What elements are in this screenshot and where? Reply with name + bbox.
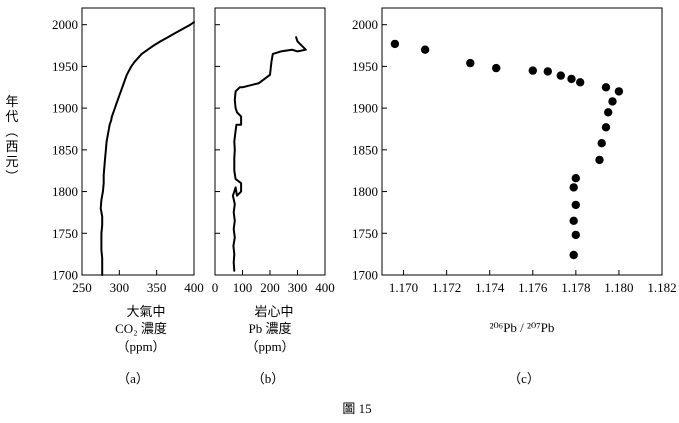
panel-c-point: [604, 108, 613, 117]
panel-c-xlabel: ²⁰⁶Pb / ²⁰⁷Pb: [490, 320, 555, 335]
panel-c-point: [567, 74, 576, 84]
panel-c-point: [569, 216, 578, 225]
panel-c-point: [569, 183, 578, 192]
panel-c-point: [556, 71, 565, 80]
panel-a-xtick-label: 250: [72, 280, 92, 295]
panel-c-point: [543, 67, 552, 76]
panel-b-xlabel-line-1: 岩心中: [254, 304, 293, 319]
panel-c-point: [608, 97, 617, 106]
panel-a-xtick-label: 300: [110, 280, 130, 295]
panel-a-ytick-label: 1700: [52, 268, 78, 283]
panel-b-xlabel-line-3: （ppm）: [245, 339, 294, 354]
panel-c-ytick-label: 1950: [352, 59, 378, 74]
panel-c-point: [571, 230, 580, 240]
panel-c-xtick-label: 1.172: [432, 280, 461, 295]
panel-c-ytick-label: 1700: [352, 268, 378, 283]
panel-c-point: [528, 66, 537, 75]
y-axis-label: 年代（ 西元）: [4, 94, 19, 183]
panel-b: 0 100 200 300 400: [212, 24, 335, 295]
figure-caption: 圖 15: [342, 401, 371, 416]
panel-c-ytick-label: 1800: [352, 184, 378, 199]
panel-a-ytick-label: 1950: [52, 59, 78, 74]
panel-c-point: [597, 139, 606, 148]
panel-b-xlabel-line-2: Pb 濃度: [249, 321, 292, 336]
panel-c-xtick-label: 1.182: [647, 280, 676, 295]
panel-b-label: （b）: [252, 371, 285, 386]
y-axis-label-char: ）: [4, 169, 19, 182]
panel-c-xtick-label: 1.180: [604, 280, 633, 295]
panel-c-ytick-label: 1900: [352, 101, 378, 116]
panel-c-point: [571, 200, 580, 210]
panel-a-ytick-label: 1800: [52, 184, 78, 199]
panel-b-series-line: [231, 36, 307, 272]
panel-a-xlabel-line-2: CO₂ 濃度: [115, 321, 167, 336]
panel-c-point: [466, 58, 475, 68]
y-axis-label-char: 西: [5, 139, 18, 154]
panel-a-series-line: [99, 21, 195, 276]
panel-a-ytick-label: 1750: [52, 226, 78, 241]
panel-c-xtick-label: 1.170: [389, 280, 418, 295]
y-axis-label-char: 代: [5, 109, 18, 124]
y-axis-label-char: 年: [5, 94, 18, 109]
panel-c-point: [601, 83, 611, 92]
panel-b-frame: [214, 7, 326, 276]
panel-c-point: [571, 174, 580, 183]
panel-c-point: [576, 78, 585, 87]
panel-a-frame: [81, 7, 195, 276]
panel-b-xtick-label: 0: [212, 280, 219, 295]
panel-c-ytick-label: 2000: [352, 17, 378, 32]
panel-c-frame: [381, 7, 663, 276]
panel-c-point: [420, 45, 430, 54]
panel-b-xtick-label: 300: [288, 280, 308, 295]
panel-a-label: （a）: [117, 371, 149, 386]
panel-c-xtick-label: 1.178: [561, 280, 590, 295]
y-axis-label-char: 元: [5, 154, 18, 169]
panel-b-xtick-label: 400: [315, 280, 335, 295]
panel-c-point: [614, 87, 624, 96]
y-axis-label-char: （: [4, 124, 19, 137]
panel-c-xtick-label: 1.176: [518, 280, 548, 295]
panel-c-ytick-label: 1850: [352, 142, 378, 157]
panel-c-point: [595, 155, 604, 165]
panel-c-ytick-label: 1750: [352, 226, 378, 241]
panel-a-ytick-label: 1900: [52, 101, 78, 116]
panel-a-xtick-label: 400: [184, 280, 204, 295]
panel-a-xlabel-line-1: 大氣中: [126, 304, 165, 319]
panel-c-xtick-label: 1.174: [475, 280, 505, 295]
panel-b-xtick-label: 200: [260, 280, 280, 295]
panel-a-xlabel-line-3: （ppm）: [116, 339, 165, 354]
panel-c-point: [569, 250, 578, 260]
panel-a-ytick-label: 1850: [52, 142, 78, 157]
panel-c-point: [390, 39, 400, 49]
panel-b-xtick-label: 100: [233, 280, 253, 295]
panel-c-point: [492, 63, 501, 73]
panel-c: 1700 1750 1800 1850 1900 1950 2000 1.170 1.172 1.…: [352, 17, 677, 295]
panel-a: 1700 1750 1800 1850 1900 1950 2000 250 300 350 400: [52, 17, 204, 295]
panel-a-ytick-label: 2000: [52, 17, 78, 32]
panel-c-point: [601, 123, 611, 132]
panel-c-label: （c）: [508, 371, 540, 386]
panel-a-xtick-label: 350: [147, 280, 167, 295]
